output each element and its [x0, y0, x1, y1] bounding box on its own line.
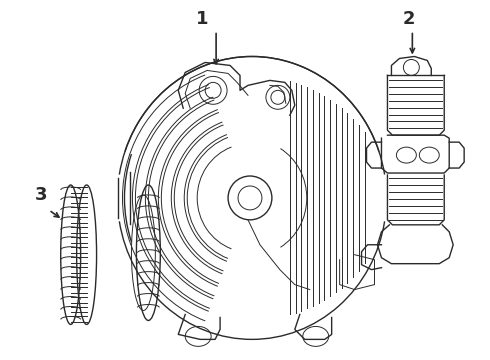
- Text: 2: 2: [403, 10, 416, 28]
- Text: 3: 3: [34, 186, 47, 204]
- Text: 1: 1: [196, 10, 208, 28]
